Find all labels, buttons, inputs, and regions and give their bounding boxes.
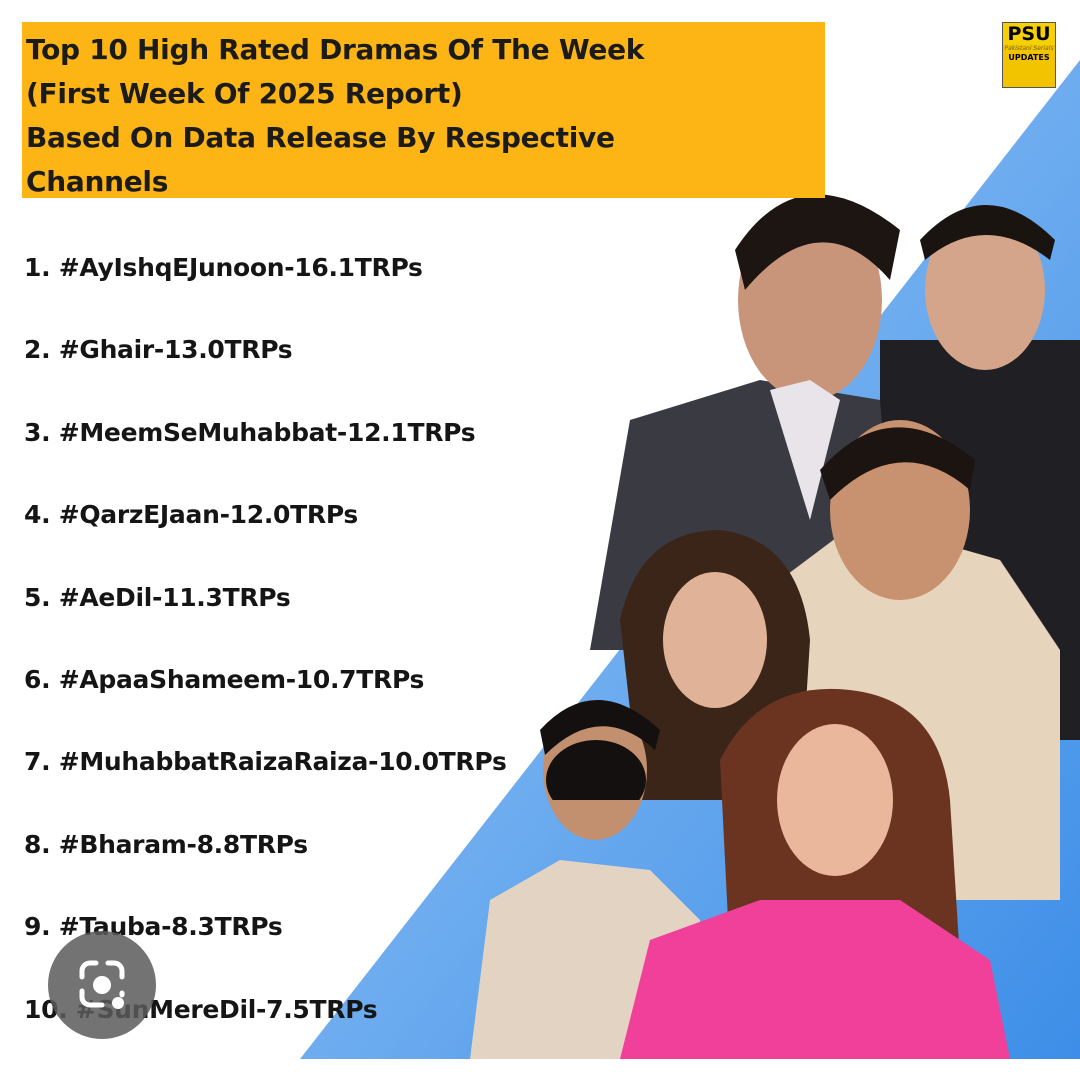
google-lens-button[interactable] <box>48 931 156 1039</box>
title-line-3: Based On Data Release By Respective <box>26 121 615 154</box>
logo-sub: UPDATES <box>1008 53 1050 62</box>
list-item: 8. #Bharam-8.8TRPs <box>24 829 308 859</box>
ranking-list: 1. #AyIshqEJunoon-16.1TRPs 2. #Ghair-13.… <box>24 248 507 1072</box>
list-item: 1. #AyIshqEJunoon-16.1TRPs <box>24 253 423 282</box>
logo-brand: PSU <box>1003 23 1055 45</box>
title-line-2: (First Week Of 2025 Report) <box>26 77 463 110</box>
list-item: 7. #MuhabbatRaizaRaiza-10.0TRPs <box>24 747 507 777</box>
google-lens-icon <box>79 960 125 1009</box>
title-line-1: Top 10 High Rated Dramas Of The Week <box>26 33 645 66</box>
title-line-4: Channels <box>26 165 169 198</box>
psu-logo: PSU Pakistani Serials UPDATES <box>1002 22 1056 88</box>
title-banner: Top 10 High Rated Dramas Of The Week (Fi… <box>22 22 825 198</box>
list-item: 4. #QarzEJaan-12.0TRPs <box>24 500 358 530</box>
logo-tagline: Pakistani Serials <box>1004 45 1054 52</box>
list-item: 9. #Tauba-8.3TRPs <box>24 912 283 942</box>
list-item: 2. #Ghair-13.0TRPs <box>24 335 293 365</box>
list-item: 6. #ApaaShameem-10.7TRPs <box>24 664 425 694</box>
list-item: 3. #MeemSeMuhabbat-12.1TRPs <box>24 417 476 447</box>
list-item: 5. #AeDil-11.3TRPs <box>24 582 291 612</box>
photo-overlap <box>546 740 646 800</box>
